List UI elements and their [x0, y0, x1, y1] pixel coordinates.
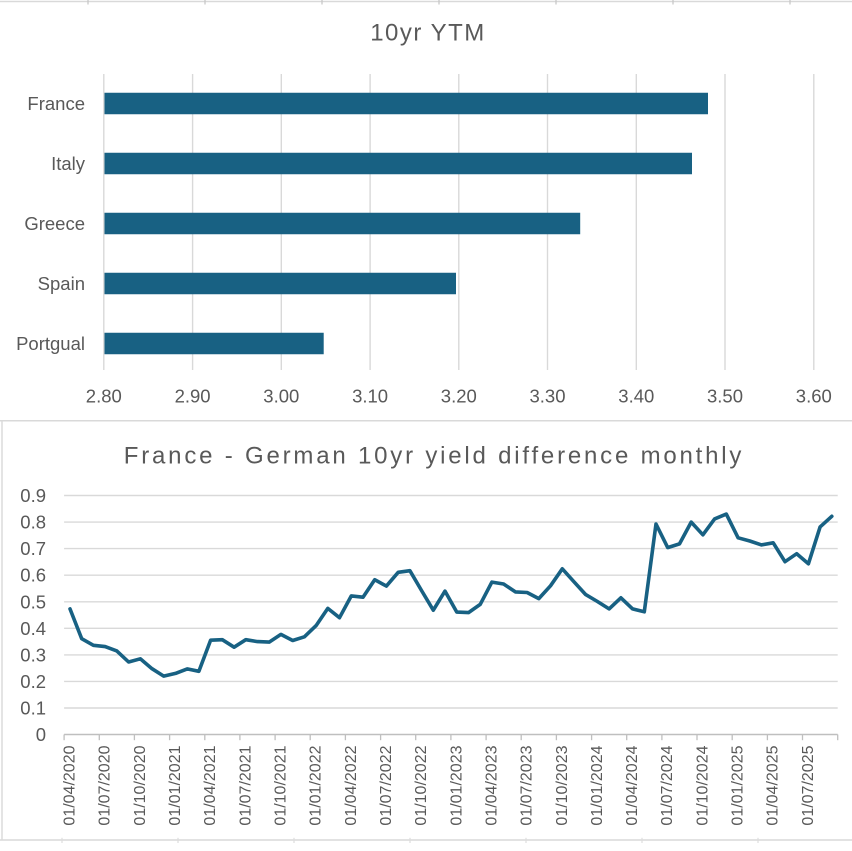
svg-text:3.50: 3.50	[707, 386, 743, 407]
svg-text:2.90: 2.90	[175, 386, 211, 407]
svg-text:0.4: 0.4	[20, 618, 46, 639]
svg-text:3.10: 3.10	[352, 386, 388, 407]
svg-text:France - German 10yr yield dif: France - German 10yr yield difference mo…	[124, 443, 744, 470]
svg-text:01/04/2024: 01/04/2024	[624, 745, 641, 825]
svg-text:01/04/2025: 01/04/2025	[765, 745, 782, 825]
svg-text:01/10/2024: 01/10/2024	[694, 745, 711, 825]
svg-text:Italy: Italy	[51, 153, 86, 174]
svg-text:3.00: 3.00	[263, 386, 299, 407]
svg-text:France: France	[27, 93, 85, 114]
svg-text:0.8: 0.8	[20, 512, 46, 533]
svg-text:01/01/2024: 01/01/2024	[589, 745, 606, 825]
svg-text:0.5: 0.5	[20, 591, 46, 612]
svg-text:10yr YTM: 10yr YTM	[370, 20, 486, 47]
svg-text:0.1: 0.1	[20, 698, 46, 719]
svg-text:01/07/2025: 01/07/2025	[800, 745, 817, 825]
svg-text:01/07/2021: 01/07/2021	[237, 745, 254, 825]
svg-text:Spain: Spain	[38, 273, 85, 294]
svg-text:01/10/2020: 01/10/2020	[132, 745, 149, 825]
svg-text:01/04/2023: 01/04/2023	[483, 745, 500, 825]
svg-text:3.40: 3.40	[618, 386, 654, 407]
svg-text:0.7: 0.7	[20, 538, 46, 559]
svg-text:Greece: Greece	[24, 213, 85, 234]
svg-text:01/07/2023: 01/07/2023	[519, 745, 536, 825]
svg-text:01/04/2022: 01/04/2022	[343, 745, 360, 825]
svg-text:01/01/2021: 01/01/2021	[167, 745, 184, 825]
svg-text:01/07/2022: 01/07/2022	[378, 745, 395, 825]
svg-text:0: 0	[36, 724, 46, 745]
svg-text:3.20: 3.20	[441, 386, 477, 407]
svg-text:0.2: 0.2	[20, 671, 46, 692]
svg-text:01/04/2021: 01/04/2021	[202, 745, 219, 825]
svg-text:01/07/2024: 01/07/2024	[659, 745, 676, 825]
svg-text:01/10/2022: 01/10/2022	[413, 745, 430, 825]
svg-text:01/10/2023: 01/10/2023	[554, 745, 571, 825]
svg-text:3.30: 3.30	[529, 386, 565, 407]
svg-text:0.3: 0.3	[20, 644, 46, 665]
svg-text:0.9: 0.9	[20, 485, 46, 506]
svg-text:01/04/2020: 01/04/2020	[62, 745, 79, 825]
svg-text:2.80: 2.80	[86, 386, 122, 407]
svg-text:01/07/2020: 01/07/2020	[97, 745, 114, 825]
svg-text:01/01/2025: 01/01/2025	[730, 745, 747, 825]
svg-text:3.60: 3.60	[796, 386, 832, 407]
svg-text:0.6: 0.6	[20, 565, 46, 586]
svg-text:01/10/2021: 01/10/2021	[272, 745, 289, 825]
svg-text:Portgual: Portgual	[16, 333, 85, 354]
svg-text:01/01/2023: 01/01/2023	[448, 745, 465, 825]
svg-text:01/01/2022: 01/01/2022	[308, 745, 325, 825]
